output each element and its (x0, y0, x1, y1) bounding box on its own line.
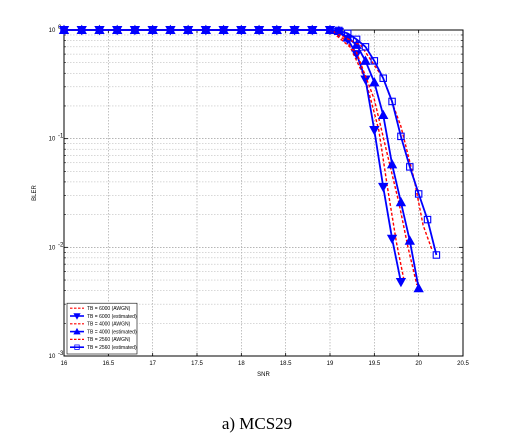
legend-item: TB = 4000 (estimated) (70, 327, 137, 335)
data-point-marker (432, 251, 441, 259)
legend-item: TB = 4000 (AWGN) (70, 322, 131, 328)
y-tick-label: 10 (49, 28, 56, 34)
data-point-marker (237, 26, 246, 34)
x-tick-label: 18 (238, 361, 245, 367)
series-6 (60, 26, 441, 259)
y-tick-exponent: -3 (58, 351, 64, 357)
data-point-marker (378, 182, 389, 193)
data-point-marker (273, 26, 281, 34)
x-tick-label: 20.5 (457, 361, 469, 367)
data-point-marker (395, 196, 407, 207)
x-tick-label: 17.5 (191, 361, 203, 367)
data-point-marker (166, 26, 175, 34)
data-point-marker (202, 26, 210, 34)
data-point-marker (308, 26, 317, 34)
data-point-marker (406, 163, 414, 171)
data-point-marker (404, 235, 415, 245)
series-3 (64, 29, 418, 286)
data-point-marker (148, 26, 157, 34)
data-point-marker (184, 26, 192, 34)
y-tick-label: 10 (49, 354, 56, 360)
data-point-marker (361, 43, 370, 51)
data-point-marker (219, 26, 228, 34)
data-point-marker (397, 132, 405, 141)
legend-item: TB = 6000 (AWGN) (70, 306, 131, 312)
data-point-marker (395, 277, 407, 288)
y-axis-label: BLER (32, 185, 38, 201)
data-point-marker (413, 282, 424, 293)
y-tick-exponent: -2 (58, 242, 64, 248)
series-line (64, 29, 433, 251)
y-tick-exponent: -1 (58, 134, 64, 140)
legend-label: TB = 6000 (estimated) (87, 314, 137, 320)
legend-item: TB = 2560 (estimated) (70, 344, 137, 351)
data-point-marker (369, 126, 380, 136)
data-point-marker (290, 26, 299, 34)
data-point-marker (386, 159, 398, 169)
data-point-marker (423, 215, 432, 224)
axis-ticks: 16 16.5 17 17.5 18 18.5 19 19.5 20 20.510 010 -110-… (49, 25, 470, 367)
series-line (64, 29, 402, 283)
x-tick-label: 16.5 (102, 361, 114, 367)
legend-label: TB = 2560 (estimated) (87, 345, 137, 351)
data-point-marker (326, 26, 334, 34)
data-point-marker (342, 32, 353, 42)
data-point-marker (74, 344, 80, 350)
series-4 (58, 24, 424, 293)
data-point-marker (335, 26, 343, 35)
data-point-marker (414, 190, 423, 198)
legend-box (66, 302, 138, 355)
series-1 (64, 29, 405, 279)
figure-caption: a) MCS29 (221, 414, 293, 433)
y-tick-label: 10 (49, 245, 56, 251)
data-point-marker (386, 234, 398, 245)
data-point-marker (343, 29, 352, 38)
data-point-marker (131, 26, 139, 34)
data-point-marker (352, 35, 361, 44)
data-point-marker (351, 39, 362, 49)
data-point-marker (379, 74, 387, 82)
legend-label: TB = 2560 (AWGN) (87, 337, 131, 343)
legend: TB = 6000 (AWGN) TB = 6000 (estimated) TB … (66, 302, 138, 355)
series-group (58, 24, 441, 293)
x-tick-label: 17 (149, 361, 156, 367)
data-point-marker (369, 76, 380, 87)
x-tick-label: 18.5 (280, 361, 292, 367)
series-5 (64, 29, 433, 251)
data-point-marker (73, 313, 81, 320)
data-point-marker (73, 327, 81, 335)
data-point-marker (255, 26, 263, 34)
data-point-marker (388, 97, 396, 106)
series-line (64, 29, 405, 279)
legend-label: TB = 6000 (AWGN) (87, 306, 131, 312)
data-point-marker (378, 109, 389, 120)
y-tick-label: 10 (49, 137, 56, 143)
data-point-marker (60, 26, 68, 34)
data-point-marker (113, 26, 121, 34)
series-line (64, 29, 438, 256)
legend-label: TB = 4000 (estimated) (87, 329, 137, 335)
legend-item: TB = 2560 (AWGN) (70, 337, 131, 343)
x-tick-label: 16 (61, 361, 68, 367)
x-tick-label: 19 (327, 361, 334, 367)
series-line (64, 29, 418, 286)
data-point-marker (370, 57, 379, 65)
x-tick-label: 20 (415, 361, 422, 367)
x-axis-label: SNR (257, 372, 270, 378)
legend-label: TB = 4000 (AWGN) (87, 322, 131, 328)
data-point-marker (95, 26, 104, 34)
legend-item: TB = 6000 (estimated) (70, 313, 137, 320)
x-tick-label: 19.5 (368, 361, 380, 367)
data-point-marker (360, 55, 371, 65)
data-point-marker (77, 26, 86, 34)
